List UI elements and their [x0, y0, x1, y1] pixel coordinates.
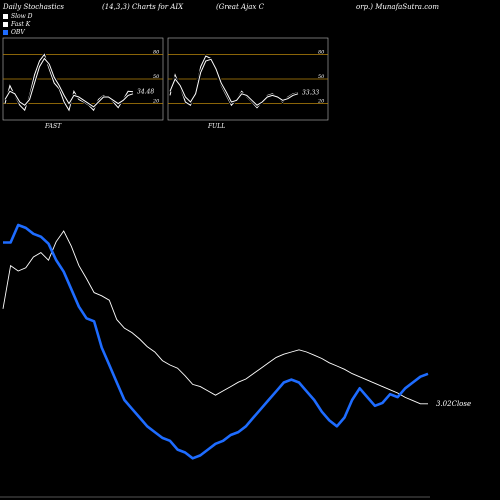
full-gridline-label-80: 80	[318, 49, 325, 55]
full-panel-label: FULL	[207, 123, 225, 130]
full-series-line-slow-d	[169, 58, 299, 106]
chart-title-right-b: orp.) MunafaSutra.com	[356, 3, 439, 11]
legend-label-obv: OBV	[11, 28, 25, 36]
fast-series-outline-1	[3, 55, 134, 109]
fast-gridline-label-80: 80	[153, 49, 160, 55]
chart-title-middle: (14,3,3) Charts for AIX	[102, 3, 184, 11]
fast-series-line-slow-d	[4, 57, 134, 108]
full-gridline-label-50: 50	[318, 74, 325, 80]
legend-label-fast-k: Fast K	[11, 20, 31, 28]
fast-gridline-label-20: 20	[152, 99, 160, 105]
close-end-value-label: 3.02Close	[436, 400, 471, 408]
fast-end-value-label: 34.48	[137, 89, 154, 96]
close-price-line	[2, 230, 428, 405]
legend-swatch-fast-k	[3, 21, 8, 27]
fast-panel-label: FAST	[44, 123, 62, 130]
legend-swatch-obv	[3, 29, 8, 35]
full-gridline-label-20: 20	[317, 99, 325, 105]
fast-gridline-label-50: 50	[153, 74, 160, 80]
legend-item-obv: OBV	[3, 28, 33, 36]
chart-title-right-a: (Great Ajax C	[216, 3, 264, 11]
legend-item-slow-d: Slow D	[3, 12, 33, 20]
legend-swatch-slow-d	[3, 13, 8, 19]
legend-label-slow-d: Slow D	[11, 12, 33, 20]
legend-item-fast-k: Fast K	[3, 20, 33, 28]
legend: Slow D Fast K OBV	[3, 12, 33, 36]
full-end-value-label: 33.33	[302, 90, 319, 97]
obv-line	[3, 223, 429, 460]
chart-title-left: Daily Stochastics	[3, 3, 65, 11]
